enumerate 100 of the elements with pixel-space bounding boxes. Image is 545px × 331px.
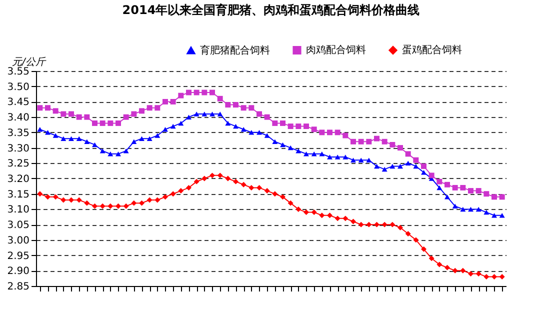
y-tick-label: 3.35 <box>7 128 30 139</box>
point <box>382 138 388 144</box>
point <box>52 133 58 138</box>
point <box>366 158 372 162</box>
y-tick-label: 3.50 <box>7 82 30 93</box>
point <box>186 90 192 96</box>
point <box>162 194 168 200</box>
point <box>288 124 294 130</box>
point <box>398 145 403 151</box>
point <box>436 185 442 190</box>
point <box>444 264 450 270</box>
point <box>342 132 348 138</box>
point <box>84 139 90 144</box>
point <box>350 138 356 144</box>
point <box>499 194 505 200</box>
point <box>60 111 66 117</box>
point <box>405 160 411 166</box>
point <box>256 111 262 117</box>
point <box>296 148 302 154</box>
point <box>476 206 482 212</box>
point <box>256 184 262 190</box>
point <box>272 139 278 144</box>
point <box>154 105 160 111</box>
point <box>468 206 474 212</box>
point <box>334 154 340 160</box>
point <box>288 200 294 206</box>
point <box>108 120 114 126</box>
point <box>233 178 238 184</box>
point <box>484 191 490 197</box>
point <box>304 152 309 156</box>
point <box>256 130 262 135</box>
point <box>468 188 474 194</box>
legend-label: 育肥猪配合饲料 <box>200 44 270 56</box>
point <box>131 139 137 144</box>
point <box>484 274 490 280</box>
point <box>405 231 411 237</box>
point <box>452 184 458 190</box>
point <box>116 120 121 126</box>
point <box>405 151 411 157</box>
point <box>210 172 215 178</box>
point <box>413 164 419 169</box>
point <box>476 270 482 276</box>
point <box>139 108 144 114</box>
point <box>240 105 246 111</box>
point <box>52 108 58 114</box>
point <box>178 120 184 126</box>
point <box>366 222 372 228</box>
point <box>76 136 82 141</box>
y-tick-label: 3.25 <box>7 158 30 170</box>
point <box>162 126 168 132</box>
point <box>436 262 442 268</box>
point <box>123 203 129 209</box>
point <box>311 152 317 156</box>
point <box>225 176 231 182</box>
point <box>108 203 114 209</box>
point <box>390 142 396 148</box>
point <box>280 142 286 148</box>
point <box>178 92 184 98</box>
point <box>358 158 364 162</box>
y-tick-label: 3.30 <box>7 143 30 154</box>
point <box>202 176 208 182</box>
point <box>334 130 340 136</box>
point <box>444 194 450 200</box>
point <box>170 124 176 129</box>
point <box>288 145 294 150</box>
point <box>37 191 43 197</box>
point <box>194 178 200 184</box>
point <box>452 204 458 209</box>
point <box>280 194 286 200</box>
point <box>154 133 160 138</box>
y-tick-label: 3.40 <box>7 112 30 124</box>
point <box>139 136 144 141</box>
point <box>248 105 254 111</box>
point <box>233 124 238 129</box>
y-tick-label: 3.15 <box>7 189 30 200</box>
point <box>374 222 380 228</box>
y-axis-title: 元/公斤 <box>12 56 46 68</box>
point <box>334 216 340 222</box>
point <box>217 96 223 102</box>
point <box>374 164 380 169</box>
point <box>146 105 152 111</box>
point <box>264 114 270 120</box>
point <box>178 188 184 194</box>
legend-label: 蛋鸡配合饲料 <box>402 44 462 56</box>
point <box>421 246 426 252</box>
y-tick-label: 3.10 <box>7 204 30 216</box>
point <box>210 112 215 116</box>
point <box>280 120 286 126</box>
point <box>84 114 90 120</box>
point <box>358 138 364 144</box>
point <box>413 237 419 243</box>
point <box>170 191 176 197</box>
point <box>92 203 98 209</box>
point <box>350 158 356 162</box>
point <box>139 200 144 206</box>
point <box>154 197 160 203</box>
point <box>499 212 505 218</box>
point <box>296 124 302 130</box>
point <box>123 148 129 154</box>
point <box>421 163 426 169</box>
